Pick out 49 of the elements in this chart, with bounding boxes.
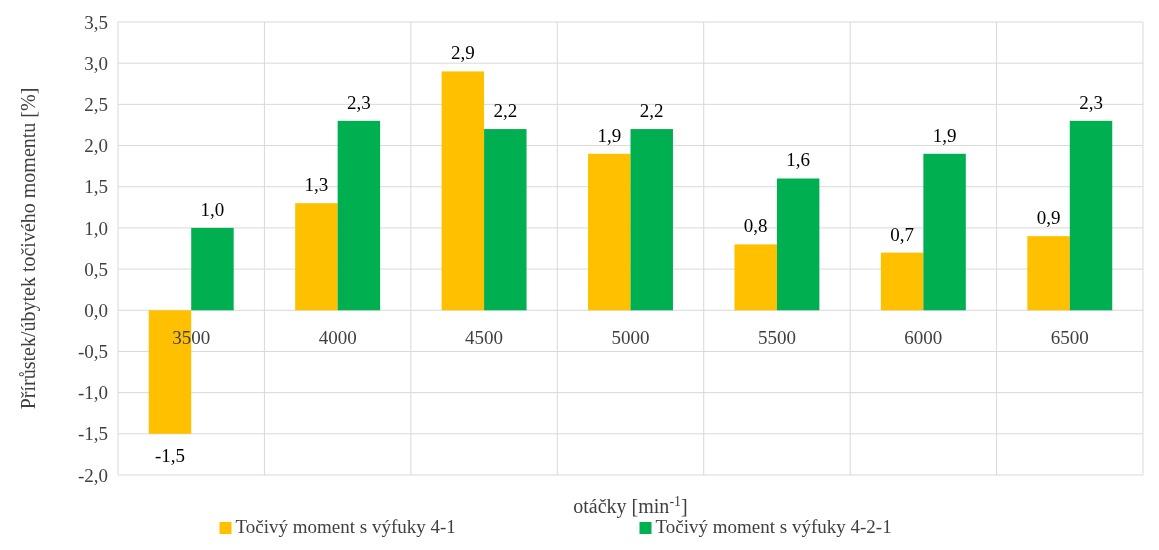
data-label: 2,3: [1079, 91, 1103, 113]
bar: [441, 71, 485, 311]
data-label: 2,9: [450, 42, 475, 64]
y-tick-label: 1,0: [84, 217, 108, 239]
y-tick-label: -2,0: [77, 464, 108, 486]
y-tick-label: 2,0: [84, 135, 108, 157]
y-tick-label: 2,5: [84, 94, 108, 116]
bar: [630, 129, 673, 311]
y-tick-label: -1,0: [77, 382, 108, 404]
bar: [337, 120, 381, 311]
bar: [923, 153, 966, 311]
data-label: 0,7: [890, 223, 914, 245]
data-label: 1,9: [597, 124, 622, 146]
data-label: 1,9: [932, 124, 957, 146]
x-axis-title: otáčky [min$^{-1}$]: [573, 493, 688, 518]
bar: [588, 153, 631, 311]
y-tick-label: 0,0: [84, 299, 108, 321]
data-label: 0,9: [1036, 207, 1061, 229]
bar: [191, 227, 234, 311]
y-tick-label: -0,5: [77, 341, 108, 363]
x-tick-label: 6500: [1050, 327, 1089, 349]
bar: [295, 203, 338, 311]
y-tick-label: 0,5: [84, 258, 108, 280]
data-label: 1,3: [304, 174, 329, 196]
bar: [776, 178, 820, 311]
data-label: -1,5: [154, 444, 186, 466]
x-tick-label: 5500: [757, 327, 796, 349]
bar: [880, 252, 924, 311]
bar: [1069, 120, 1113, 311]
y-tick-label: 1,5: [84, 176, 108, 198]
data-label: 1,6: [786, 149, 811, 171]
y-tick-label: 3,5: [84, 11, 108, 33]
legend-label: Točivý moment s výfuky 4-2-1: [655, 516, 892, 537]
y-tick-label: 3,0: [84, 52, 108, 74]
data-label: 0,8: [743, 215, 768, 237]
data-label: 2,2: [639, 100, 664, 122]
y-tick-label: -1,5: [77, 423, 108, 445]
x-tick-label: 6000: [904, 327, 943, 349]
bar: [484, 129, 527, 311]
data-label: 1,0: [200, 198, 225, 220]
x-tick-label: 4000: [318, 327, 357, 349]
y-axis-title: Přírůstek/úbytek točivého momentu [%]: [17, 87, 40, 410]
data-label: 2,3: [347, 91, 371, 113]
bar: [1027, 236, 1070, 311]
x-tick-label: 5000: [611, 327, 650, 349]
legend-label: Točivý moment s výfuky 4-1: [235, 516, 456, 537]
x-tick-label: 4500: [465, 327, 504, 349]
data-label: 2,2: [493, 100, 518, 122]
bar: [734, 244, 777, 311]
